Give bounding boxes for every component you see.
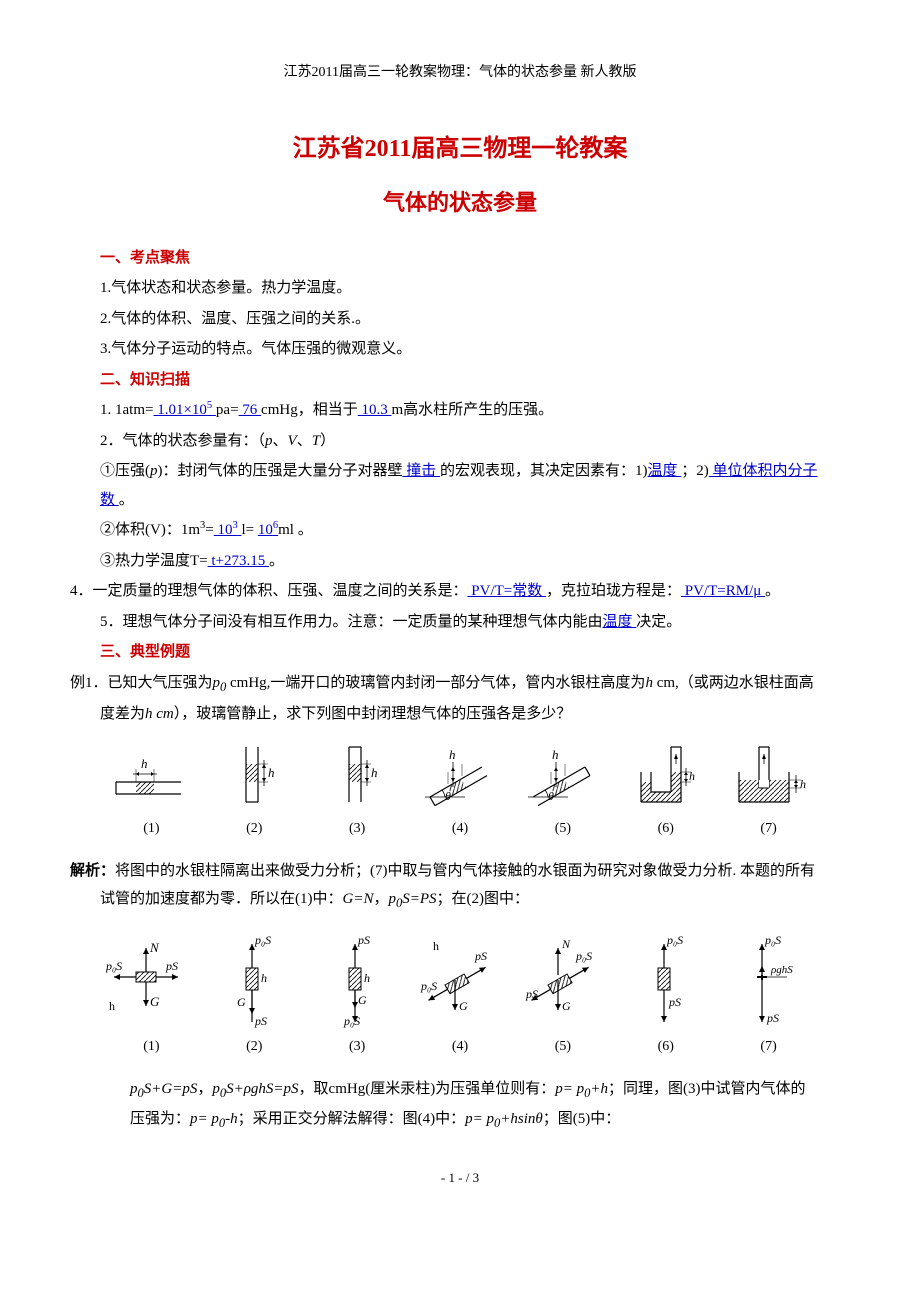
- diag2-2: p₀S G pS h: [219, 930, 289, 1030]
- svg-text:h: h: [449, 747, 456, 762]
- diag1-7: h: [729, 742, 809, 812]
- svg-text:G: G: [150, 994, 160, 1009]
- diag1-1: h: [111, 752, 191, 812]
- svg-text:G: G: [237, 995, 246, 1009]
- diag2-label-1: (1): [100, 1034, 203, 1061]
- s2-line2-3: ③热力学温度T= t+273.15 。: [100, 547, 820, 576]
- svg-text:pS: pS: [357, 933, 370, 947]
- diag2-6: p₀S pS: [631, 930, 701, 1030]
- svg-text:p₀S: p₀S: [106, 959, 122, 973]
- s2-l1e: 76: [239, 402, 262, 418]
- diag1-2: h: [224, 742, 284, 812]
- svg-text:pS: pS: [525, 987, 538, 1001]
- svg-text:h: h: [268, 765, 275, 780]
- svg-text:p₀S: p₀S: [420, 979, 437, 993]
- s2-line4: 4．一定质量的理想气体的体积、压强、温度之间的关系是： PV/T=常数 ，克拉珀…: [100, 577, 820, 606]
- analysis2: p0S+G=pS，p0S+ρghS=pS，取cmHg(厘米汞柱)为压强单位则有：…: [130, 1075, 820, 1137]
- sub-title: 气体的状态参量: [100, 182, 820, 224]
- diag2-label-7: (7): [717, 1034, 820, 1061]
- svg-text:h: h: [364, 971, 370, 985]
- analysis: 解析：将图中的水银柱隔离出来做受力分析；(7)中取与管内气体接触的水银面为研究对…: [100, 857, 820, 916]
- svg-text:pS: pS: [165, 959, 178, 973]
- svg-text:h: h: [433, 939, 439, 953]
- diag-label-2: (2): [203, 816, 306, 843]
- analysis-head: 解析：: [70, 863, 115, 879]
- diag2-1: N G p₀S pS h: [106, 930, 196, 1030]
- main-title: 江苏省2011届高三物理一轮教案: [100, 127, 820, 173]
- section1-head: 一、考点聚焦: [100, 244, 820, 273]
- diag-label-4: (4): [409, 816, 512, 843]
- svg-text:G: G: [358, 993, 367, 1007]
- svg-text:pS: pS: [766, 1011, 779, 1025]
- s2-l1h: m高水柱所产生的压强。: [391, 402, 553, 418]
- svg-text:pS: pS: [668, 995, 681, 1009]
- s2-line2: 2．气体的状态参量有：（p、V、T）: [100, 427, 820, 456]
- svg-text:h: h: [109, 999, 115, 1013]
- diag2-label-3: (3): [306, 1034, 409, 1061]
- svg-text:N: N: [561, 937, 571, 951]
- diag2-3: pS G p₀S h: [322, 930, 392, 1030]
- svg-text:p₀S: p₀S: [254, 933, 271, 947]
- s2-l1b: 1.01×105: [153, 402, 215, 418]
- diagram-set-1: h h: [100, 742, 820, 843]
- s2-line1: 1. 1atm= 1.01×105 pa= 76 cmHg，相当于 10.3 m…: [100, 396, 820, 425]
- diag2-label-2: (2): [203, 1034, 306, 1061]
- svg-text:h: h: [141, 756, 148, 771]
- diag2-label-4: (4): [409, 1034, 512, 1061]
- diag-label-3: (3): [306, 816, 409, 843]
- s2-line5: 5．理想气体分子间没有相互作用力。注意：一定质量的某种理想气体内能由温度 决定。: [100, 608, 820, 637]
- s2-line2-2: ②体积(V)：1m3= 103 l= 106ml 。: [100, 516, 820, 545]
- svg-text:p₀S: p₀S: [575, 949, 592, 963]
- diag-label-6: (6): [614, 816, 717, 843]
- svg-text:G: G: [459, 999, 468, 1013]
- diag2-label-5: (5): [511, 1034, 614, 1061]
- diag-label-1: (1): [100, 816, 203, 843]
- svg-text:ρghS: ρghS: [770, 964, 793, 976]
- s2-l1g: 10.3: [358, 402, 392, 418]
- s2-line2-1: ①压强(p)：封闭气体的压强是大量分子对器壁 撞击 的宏观表现，其决定因素有：1…: [100, 457, 820, 514]
- svg-text:h: h: [800, 777, 806, 791]
- header-note: 江苏2011届高三一轮教案物理：气体的状态参量 新人教版: [100, 60, 820, 87]
- page-footer: - 1 - / 3: [100, 1166, 820, 1191]
- diag2-7: p₀S pS ρghS: [729, 930, 809, 1030]
- diag1-3: h: [327, 742, 387, 812]
- svg-text:p₀S: p₀S: [343, 1014, 360, 1028]
- svg-text:p₀S: p₀S: [764, 933, 781, 947]
- diag2-5: N pS p₀S G: [518, 930, 608, 1030]
- svg-text:h: h: [371, 765, 378, 780]
- svg-text:h: h: [689, 769, 695, 783]
- svg-text:θ: θ: [548, 789, 554, 803]
- diag-label-7: (7): [717, 816, 820, 843]
- s2-l1a: 1. 1atm=: [100, 402, 153, 418]
- diagram-set-2: N G p₀S pS h p₀S G: [100, 930, 820, 1061]
- diag1-6: h: [626, 742, 706, 812]
- section3-head: 三、典型例题: [100, 638, 820, 667]
- s1-item1: 1.气体状态和状态参量。热力学温度。: [100, 274, 820, 303]
- svg-text:θ: θ: [445, 789, 451, 803]
- s2-l1d: pa=: [216, 402, 239, 418]
- s2-l1f: cmHg，相当于: [261, 402, 358, 418]
- example1: 例1．已知大气压强为p0 cmHg,一端开口的玻璃管内封闭一部分气体，管内水银柱…: [100, 669, 820, 728]
- diag1-5: h θ: [518, 742, 608, 812]
- svg-text:p₀S: p₀S: [666, 933, 683, 947]
- diag1-4: h θ: [415, 742, 505, 812]
- section2-head: 二、知识扫描: [100, 366, 820, 395]
- svg-text:G: G: [562, 999, 571, 1013]
- svg-text:pS: pS: [254, 1014, 267, 1028]
- diag-label-5: (5): [511, 816, 614, 843]
- diag2-4: p₀S pS G h: [415, 930, 505, 1030]
- diag2-label-6: (6): [614, 1034, 717, 1061]
- svg-text:h: h: [261, 971, 267, 985]
- svg-text:pS: pS: [474, 949, 487, 963]
- svg-text:h: h: [552, 747, 559, 762]
- s1-item2: 2.气体的体积、温度、压强之间的关系.。: [100, 305, 820, 334]
- s1-item3: 3.气体分子运动的特点。气体压强的微观意义。: [100, 335, 820, 364]
- svg-text:N: N: [149, 940, 160, 955]
